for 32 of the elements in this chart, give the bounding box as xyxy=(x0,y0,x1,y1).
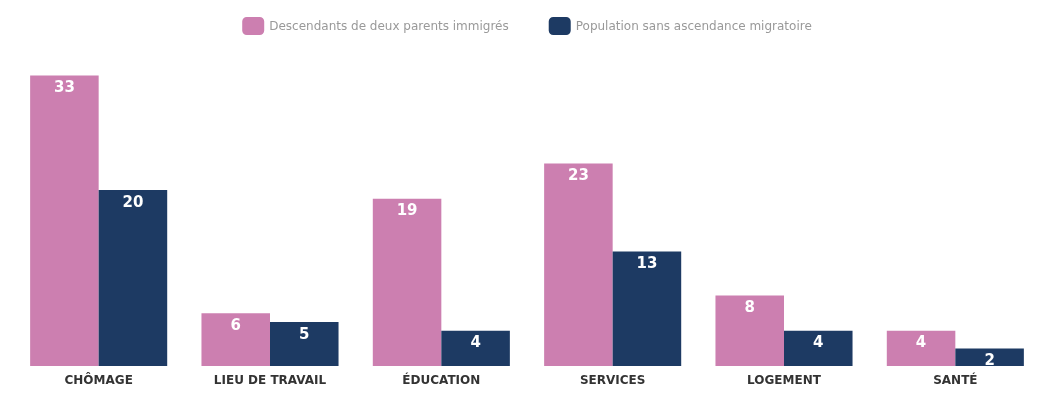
data-label: 13 xyxy=(636,254,658,273)
bar xyxy=(270,322,339,366)
bar xyxy=(612,251,682,366)
data-label: 20 xyxy=(122,192,144,211)
bar xyxy=(30,75,99,366)
data-label: 33 xyxy=(53,78,75,97)
data-label: 4 xyxy=(915,333,927,352)
bar xyxy=(715,295,784,366)
data-label: 4 xyxy=(813,333,824,352)
data-label: 19 xyxy=(396,201,418,220)
data-label: 2 xyxy=(984,350,995,369)
bar xyxy=(886,330,956,366)
x-tick-label: CHÔMAGE xyxy=(64,372,133,387)
x-tick-label: SANTÉ xyxy=(933,372,978,387)
bar xyxy=(98,190,168,366)
x-tick-label: LOGEMENT xyxy=(747,373,822,387)
x-tick-label: ÉDUCATION xyxy=(402,372,481,387)
legend-label: Population sans ascendance migratoire xyxy=(575,19,812,33)
data-label: 23 xyxy=(567,166,589,185)
data-label: 8 xyxy=(744,298,755,317)
data-label: 4 xyxy=(470,333,481,352)
data-label: 6 xyxy=(230,315,241,334)
x-tick-label: SERVICES xyxy=(579,373,646,387)
bar xyxy=(372,198,442,366)
legend-label: Descendants de deux parents immigrés xyxy=(269,19,509,33)
bar xyxy=(544,163,613,366)
x-tick-label: LIEU DE TRAVAIL xyxy=(213,373,327,387)
bar xyxy=(441,330,510,366)
bar xyxy=(201,313,270,366)
bar xyxy=(784,330,853,366)
data-label: 5 xyxy=(299,324,310,343)
bar xyxy=(955,348,1024,366)
